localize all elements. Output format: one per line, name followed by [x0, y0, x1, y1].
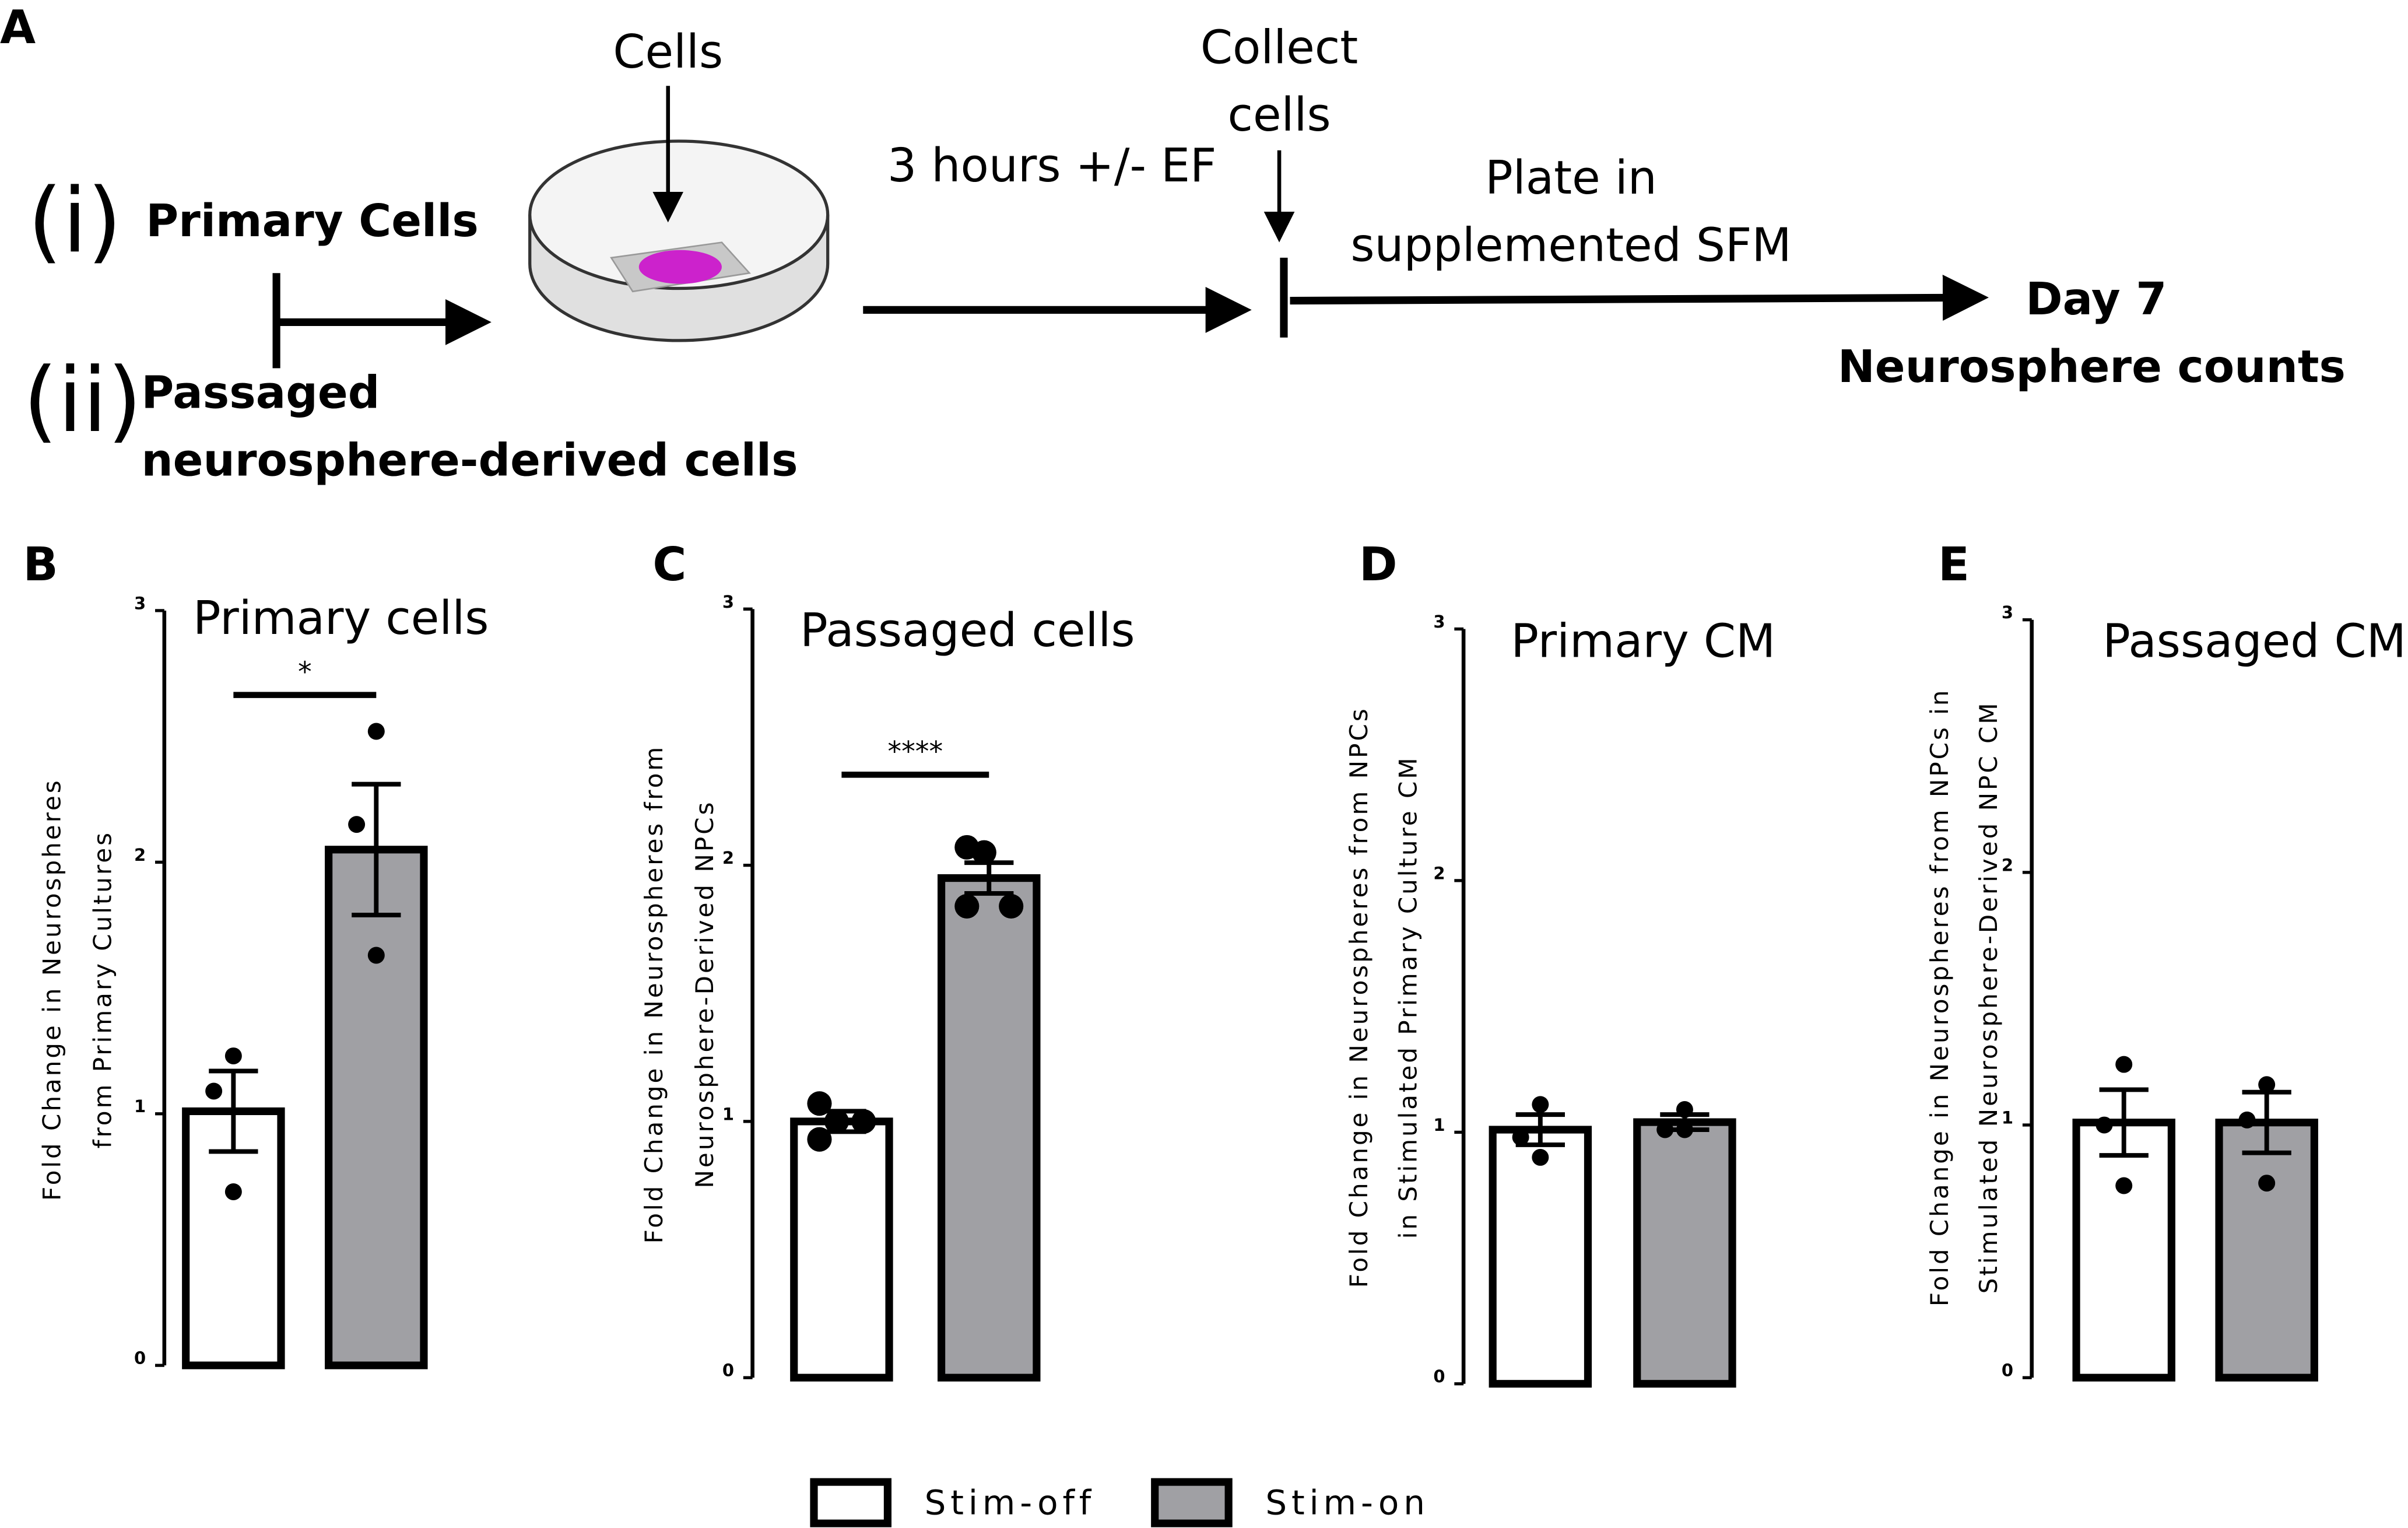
y-tick-label: 2 — [1433, 863, 1445, 883]
data-point — [348, 816, 366, 833]
data-point — [824, 1109, 850, 1134]
legend-label: Stim-on — [1265, 1483, 1429, 1523]
bar — [2072, 1119, 2175, 1382]
y-tick-label: 2 — [2002, 855, 2013, 875]
y-axis-label: Neurosphere-Derived NPCs — [690, 800, 719, 1189]
y-axis-label: in Stimulated Primary Culture CM — [1393, 755, 1422, 1239]
collect-label: cells — [1228, 88, 1331, 142]
data-point — [999, 893, 1024, 919]
y-axis-label: Fold Change in Neurospheres from NPCs in — [1925, 688, 1954, 1306]
bar — [1633, 1118, 1736, 1388]
significance-label: **** — [887, 736, 943, 768]
data-point — [2115, 1177, 2133, 1194]
y-tick-label: 0 — [722, 1361, 734, 1380]
arrow — [1290, 275, 1989, 321]
legend-label: Stim-off — [925, 1483, 1096, 1523]
data-point — [1532, 1148, 1549, 1166]
y-tick-label: 0 — [134, 1348, 146, 1368]
bar — [938, 874, 1041, 1382]
data-point — [2095, 1116, 2113, 1134]
chart-panel: C Passaged cells Fold Change in Neurospher… — [640, 538, 1135, 1382]
bar — [2215, 1119, 2318, 1382]
data-point — [851, 1109, 876, 1134]
chart-title: Passaged CM — [2102, 614, 2406, 668]
label-i: (i) — [27, 169, 122, 273]
cells-label: Cells — [613, 25, 723, 79]
chart-panel: E Passaged CM Fold Change in Neurospheres … — [1925, 538, 2406, 1382]
y-tick-label: 3 — [134, 593, 146, 613]
data-point — [224, 1047, 242, 1065]
data-point — [807, 1127, 832, 1152]
y-tick-label: 3 — [2002, 602, 2013, 622]
dish — [528, 139, 830, 342]
bar — [1489, 1126, 1592, 1388]
y-axis-label: from Primary Cultures — [89, 830, 117, 1148]
y-tick-label: 0 — [1433, 1366, 1445, 1386]
end-label: Neurosphere counts — [1838, 341, 2346, 393]
end-label: Day 7 — [2026, 274, 2167, 325]
chart-panel: D Primary CM Fold Change in Neurospheres f… — [1345, 538, 1775, 1388]
y-tick-label: 1 — [134, 1096, 146, 1116]
passaged-label: neurosphere-derived cells — [141, 434, 798, 486]
y-tick-label: 0 — [2002, 1361, 2013, 1380]
y-tick-label: 3 — [1433, 612, 1445, 632]
data-point — [1676, 1101, 1693, 1118]
y-tick-label: 3 — [722, 592, 734, 612]
data-point — [2258, 1175, 2276, 1192]
y-axis-label: Stimulated Neurosphere-Derived NPC CM — [1974, 700, 2003, 1294]
legend-swatch — [1151, 1478, 1233, 1527]
panel-letter: A — [0, 1, 36, 54]
schematic: A (i) Primary Cells (ii) Passaged neuros… — [0, 1, 2346, 486]
y-tick-label: 2 — [134, 845, 146, 865]
plate-label: supplemented SFM — [1350, 219, 1791, 272]
chart-panel: B Primary cells Fold Change in Neurosphere… — [23, 538, 489, 1369]
significance-label: * — [298, 656, 312, 688]
data-point — [954, 893, 980, 919]
passaged-label: Passaged — [141, 367, 380, 419]
y-tick-label: 1 — [722, 1104, 734, 1124]
bar — [182, 1107, 285, 1369]
data-point — [1512, 1129, 1529, 1146]
data-point — [2238, 1111, 2256, 1129]
y-axis-label: Fold Change in Neurospheres from NPCs — [1345, 706, 1373, 1288]
legend-swatch — [810, 1478, 891, 1527]
panel-letter: C — [652, 538, 686, 591]
y-tick-label: 2 — [722, 848, 734, 868]
bar — [325, 846, 428, 1369]
bar — [790, 1117, 893, 1382]
data-point — [367, 723, 385, 740]
y-tick-label: 1 — [2002, 1108, 2013, 1128]
data-point — [2115, 1056, 2133, 1073]
data-point — [205, 1082, 223, 1100]
primary-label: Primary Cells — [146, 195, 479, 247]
panel-letter: E — [1938, 538, 1970, 591]
chart-title: Primary CM — [1511, 614, 1775, 668]
data-point — [1532, 1096, 1549, 1113]
y-axis-label: Fold Change in Neurospheres — [38, 778, 66, 1201]
data-point — [1676, 1121, 1693, 1138]
step-label: 3 hours +/- EF — [887, 139, 1216, 192]
panel-letter: B — [23, 538, 58, 591]
data-point — [224, 1183, 242, 1200]
data-point — [954, 835, 980, 860]
y-tick-label: 1 — [1433, 1115, 1445, 1135]
data-point — [1656, 1121, 1674, 1138]
data-point — [367, 947, 385, 964]
plate-label: Plate in — [1485, 151, 1657, 205]
label-ii: (ii) — [23, 349, 142, 453]
data-point — [807, 1091, 832, 1116]
collect-label: Collect — [1201, 20, 1358, 74]
legend: Stim-off Stim-on — [810, 1478, 1429, 1527]
y-axis-label: Fold Change in Neurospheres from — [640, 745, 668, 1244]
panel-letter: D — [1359, 538, 1398, 591]
chart-title: Primary cells — [193, 591, 489, 645]
data-point — [2258, 1076, 2276, 1094]
chart-title: Passaged cells — [800, 604, 1135, 657]
